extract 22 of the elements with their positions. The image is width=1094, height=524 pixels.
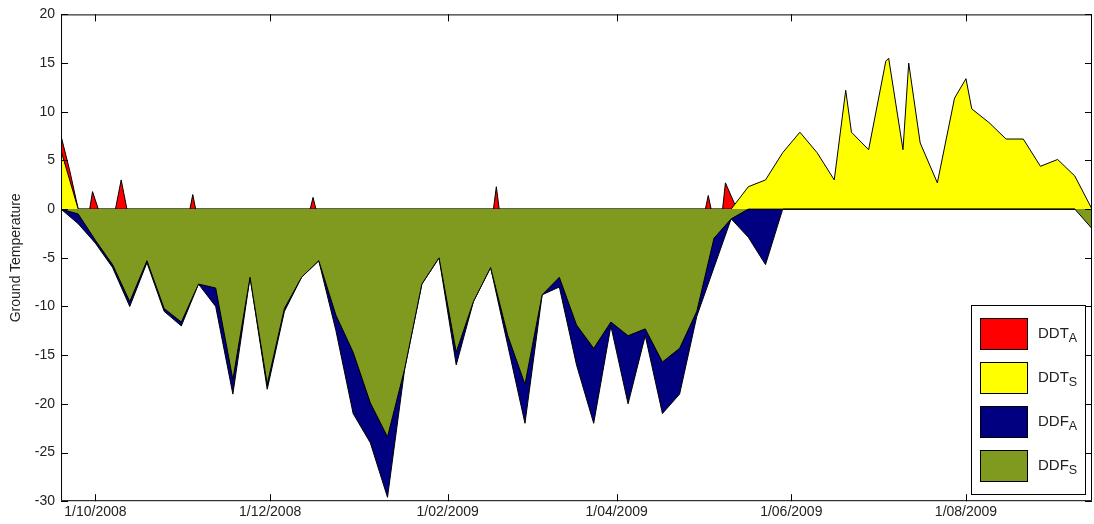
y-tick-label: -5 (42, 248, 56, 265)
x-tick-label: 1/04/2009 (585, 503, 648, 520)
y-tick-label: -10 (34, 297, 56, 314)
x-tick-label: 1/10/2008 (64, 503, 127, 520)
y-tick-label: 10 (39, 102, 56, 119)
y-axis-title: Ground Temperature (7, 193, 24, 323)
y-tick-label: 0 (47, 199, 56, 216)
x-tick-label: 1/08/2009 (934, 503, 998, 520)
y-tick-label: 5 (47, 151, 56, 168)
x-tick-label: 1/02/2009 (416, 503, 479, 520)
x-tick-label: 1/12/2008 (238, 503, 302, 520)
legend-label: DDT$_{A}$ (1038, 323, 1078, 345)
y-tick-label: -25 (34, 443, 56, 460)
x-tick-label: 1/06/2009 (760, 503, 823, 520)
y-tick-label: -15 (34, 346, 56, 363)
y-tick-label: 20 (39, 5, 56, 22)
legend-label: DDF$_{A}$ (1038, 411, 1078, 433)
legend-label: DDF$_{S}$ (1038, 455, 1078, 477)
legend-label: DDT$_{S}$ (1038, 367, 1078, 389)
y-tick-label: 15 (39, 53, 56, 70)
y-tick-label: -30 (34, 492, 56, 509)
y-tick-label: -20 (34, 394, 56, 411)
